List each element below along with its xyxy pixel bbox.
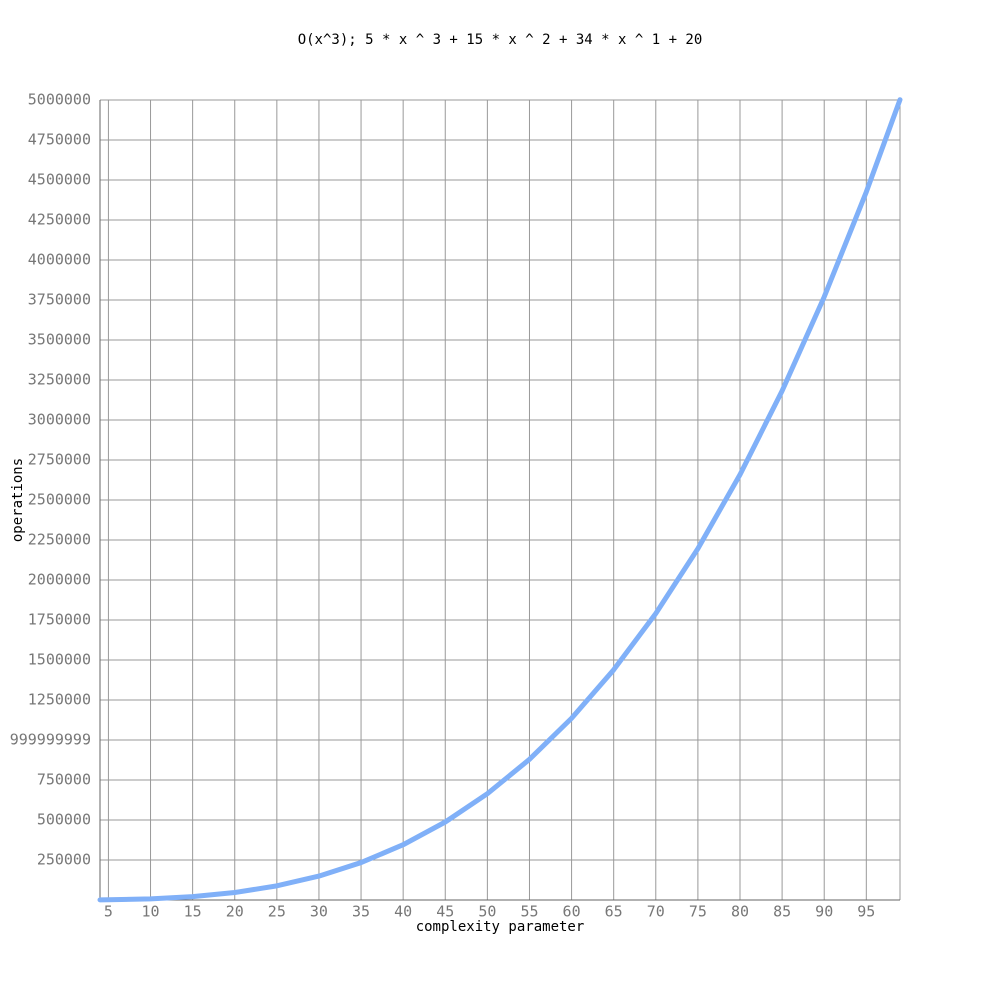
y-tick-label: 750000 — [37, 771, 91, 789]
y-tick-label: 3500000 — [28, 331, 91, 349]
x-tick-label: 50 — [478, 903, 496, 921]
x-tick-label: 95 — [857, 903, 875, 921]
x-tick-label: 70 — [647, 903, 665, 921]
y-tick-label: 2500000 — [28, 491, 91, 509]
y-tick-label: 4500000 — [28, 171, 91, 189]
y-tick-label: 4000000 — [28, 251, 91, 269]
data-line — [97, 97, 903, 903]
y-tick-label: 4750000 — [28, 131, 91, 149]
y-tick-label: 3250000 — [28, 371, 91, 389]
x-tick-label: 65 — [605, 903, 623, 921]
x-tick-label: 35 — [352, 903, 370, 921]
x-tick-label: 80 — [731, 903, 749, 921]
x-tick-label: 15 — [184, 903, 202, 921]
y-tick-label: 2750000 — [28, 451, 91, 469]
y-axis-label: operations — [10, 458, 26, 542]
y-tick-label: 5000000 — [28, 91, 91, 109]
y-tick-label: 2250000 — [28, 531, 91, 549]
y-tick-label: 999999999 — [10, 731, 91, 749]
x-tick-label: 25 — [268, 903, 286, 921]
y-tick-label: 1250000 — [28, 691, 91, 709]
y-tick-label: 1500000 — [28, 651, 91, 669]
x-axis-label: complexity parameter — [416, 919, 585, 935]
x-tick-label: 20 — [226, 903, 244, 921]
x-tick-label: 60 — [563, 903, 581, 921]
y-tick-label: 2000000 — [28, 571, 91, 589]
x-tick-label: 85 — [773, 903, 791, 921]
y-tick-label: 1750000 — [28, 611, 91, 629]
y-tick-label: 500000 — [37, 811, 91, 829]
x-tick-label: 55 — [520, 903, 538, 921]
x-tick-label: 45 — [436, 903, 454, 921]
x-tick-label: 30 — [310, 903, 328, 921]
x-tick-label: 40 — [394, 903, 412, 921]
y-tick-label: 4250000 — [28, 211, 91, 229]
x-tick-label: 5 — [104, 903, 113, 921]
chart-title: O(x^3); 5 * x ^ 3 + 15 * x ^ 2 + 34 * x … — [298, 32, 703, 48]
y-tick-label: 3000000 — [28, 411, 91, 429]
y-tick-label: 250000 — [37, 851, 91, 869]
y-tick-label: 3750000 — [28, 291, 91, 309]
x-tick-label: 10 — [141, 903, 159, 921]
x-tick-label: 90 — [815, 903, 833, 921]
x-tick-label: 75 — [689, 903, 707, 921]
